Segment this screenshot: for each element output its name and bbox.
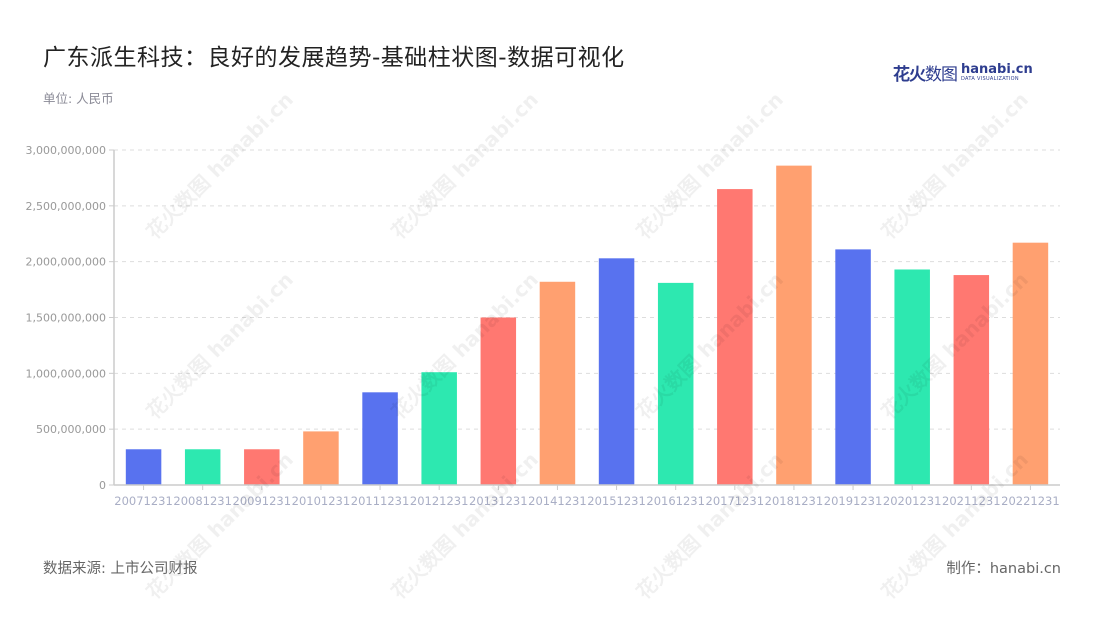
x-tick-label: 20221231 <box>1001 494 1060 508</box>
bar-20191231[interactable] <box>835 249 871 485</box>
logo-en-sub: DATA VISUALIZATION <box>961 76 1019 82</box>
bar-20211231[interactable] <box>953 275 990 485</box>
bar-20151231[interactable] <box>598 258 635 485</box>
x-tick-label: 20151231 <box>587 494 646 508</box>
chart-title: 广东派生科技：良好的发展趋势-基础柱状图-数据可视化 <box>43 45 625 71</box>
y-tick-label: 0 <box>99 479 106 492</box>
bars <box>125 165 1049 486</box>
grid-lines <box>114 149 1060 430</box>
x-axis: 20071231 20081231 20091231 20101231 20111231… <box>114 484 1060 508</box>
brand-logo: 花火数图 hanabi.cn DATA VISUALIZATION <box>893 60 1033 85</box>
y-axis: 0 500,000,000 1,000,000,000 1,500,000,000 2,… <box>26 144 115 492</box>
x-tick-label: 20161231 <box>646 494 705 508</box>
x-tick-label: 20141231 <box>528 494 587 508</box>
data-source: 数据来源: 上市公司财报 <box>43 561 198 577</box>
bar-20141231[interactable] <box>539 281 576 485</box>
y-tick-label: 1,000,000,000 <box>26 367 106 380</box>
x-tick-label: 20081231 <box>173 494 232 508</box>
bar-20121231[interactable] <box>421 372 457 485</box>
x-tick-label: 20211231 <box>942 494 1001 508</box>
logo-en-name: hanabi.cn <box>961 62 1033 77</box>
bar-20131231[interactable] <box>480 317 517 486</box>
y-tick-label: 3,000,000,000 <box>26 144 106 157</box>
y-tick-label: 2,000,000,000 <box>26 256 106 269</box>
x-tick-label: 20071231 <box>114 494 173 508</box>
bar-20181231[interactable] <box>776 165 812 485</box>
y-tick-label: 1,500,000,000 <box>26 312 106 325</box>
logo-en: hanabi.cn DATA VISUALIZATION <box>961 63 1033 82</box>
bar-20161231[interactable] <box>657 282 694 485</box>
x-tick-label: 20131231 <box>469 494 528 508</box>
x-tick-label: 20181231 <box>765 494 824 508</box>
x-tick-label: 20091231 <box>233 494 292 508</box>
x-tick-label: 20201231 <box>883 494 942 508</box>
logo-cn-bold: 花火 <box>893 65 926 85</box>
credit: 制作：hanabi.cn <box>946 561 1061 577</box>
y-tick-label: 500,000,000 <box>36 423 106 436</box>
logo-cn: 花火数图 <box>893 60 958 85</box>
x-tick-label: 20171231 <box>706 494 765 508</box>
bar-20111231[interactable] <box>362 392 398 485</box>
y-tick-label: 2,500,000,000 <box>26 200 106 213</box>
bar-20201231[interactable] <box>894 269 930 485</box>
logo-cn-light: 数图 <box>925 65 958 85</box>
bar-20081231[interactable] <box>184 449 221 485</box>
x-tick-label: 20191231 <box>824 494 883 508</box>
bar-20091231[interactable] <box>244 449 280 485</box>
bar-20171231[interactable] <box>717 189 753 486</box>
x-tick-label: 20101231 <box>292 494 351 508</box>
bar-20101231[interactable] <box>303 431 339 485</box>
x-tick-label: 20111231 <box>351 494 410 508</box>
bar-20071231[interactable] <box>125 449 162 485</box>
unit-label: 单位: 人民币 <box>43 91 114 106</box>
bar-20221231[interactable] <box>1012 242 1049 485</box>
x-tick-label: 20121231 <box>410 494 469 508</box>
